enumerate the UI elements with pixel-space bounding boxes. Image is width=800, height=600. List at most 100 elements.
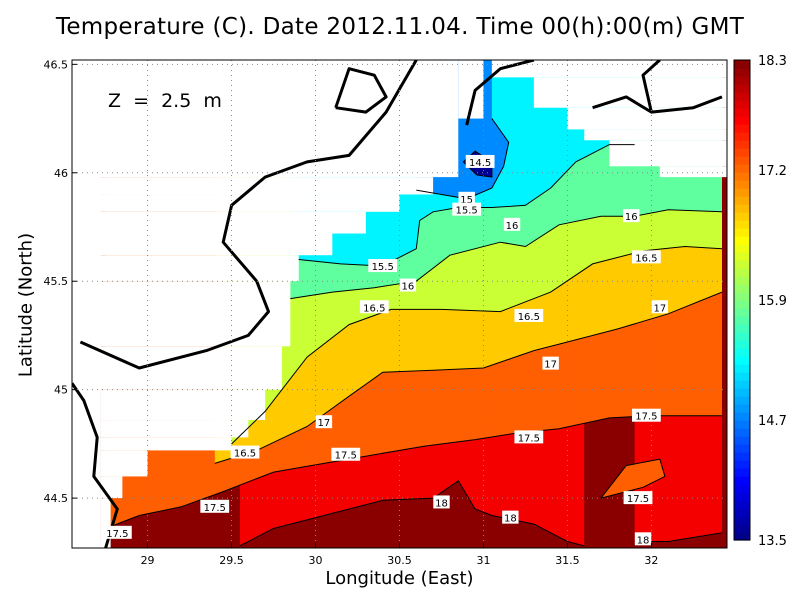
contour-label: 17.5 (635, 412, 657, 423)
colorbar-segment (734, 292, 750, 301)
colorbar-segment (734, 532, 750, 541)
colorbar-segment (734, 452, 750, 461)
coastline-segment (79, 60, 418, 370)
land-cell (491, 60, 727, 78)
colorbar-segment (734, 260, 750, 269)
grid-lines (72, 60, 727, 548)
colorbar-segment (734, 284, 750, 293)
colorbar-segment (734, 132, 750, 141)
colorbar-segment (734, 148, 750, 157)
colorbar-segment (734, 468, 750, 477)
colorbar-segment (734, 220, 750, 229)
contour-label-box (452, 202, 482, 216)
colorbar-frame (733, 59, 751, 541)
contour-line (231, 245, 723, 445)
land-cell (72, 211, 366, 234)
colorbar-segment (734, 268, 750, 277)
contour-labels: 14.51515.515.516161616.516.516.517171717… (102, 154, 669, 546)
contour-label: 17.5 (204, 503, 226, 514)
land-cell (100, 420, 249, 438)
contour-label: 16.5 (363, 303, 385, 314)
contour-label: 18 (504, 514, 517, 525)
colorbar-segment (734, 380, 750, 389)
colorbar-segment (734, 508, 750, 517)
colorbar-segment (734, 436, 750, 445)
colorbar-segment (734, 180, 750, 189)
colorbar-segment (734, 204, 750, 213)
contour-label: 16.5 (635, 253, 657, 264)
contour-line (600, 458, 666, 499)
colorbar-segment (734, 348, 750, 357)
colorbar-segment (734, 420, 750, 429)
x-tick-label: 29.5 (219, 554, 244, 567)
colorbar-segment (734, 484, 750, 493)
colorbar-segment (734, 372, 750, 381)
x-tick-label: 30.5 (387, 554, 412, 567)
contour-line (105, 415, 722, 529)
colorbar-segment (734, 324, 750, 333)
land-cell (100, 389, 266, 421)
contour-label-box (102, 525, 132, 539)
colorbar-segment (734, 108, 750, 117)
y-tick-label: 46 (54, 167, 68, 180)
x-tick-label: 32 (644, 554, 658, 567)
land-cell (100, 476, 123, 499)
colorbar-segment (734, 92, 750, 101)
contour-label-box (631, 408, 661, 422)
colorbar-segment (734, 308, 750, 317)
contour-line (239, 480, 585, 547)
colorbar-segment (734, 404, 750, 413)
contour-label-box (623, 491, 653, 505)
colorbar-tick-label: 18.3 (758, 54, 787, 69)
contour-label: 17.5 (627, 494, 649, 505)
contour-label-box (200, 499, 230, 513)
colorbar-tick-label: 15.9 (758, 294, 787, 309)
contour-label-box (331, 447, 361, 461)
colorbar-segment (734, 164, 750, 173)
colorbar-segment (734, 316, 750, 325)
contour-label-box (651, 300, 669, 314)
contour-label: 17 (544, 360, 557, 371)
coastline-segment (592, 60, 661, 114)
colorbar-segment (734, 276, 750, 285)
colorbar-segment (734, 340, 750, 349)
x-tick-label: 30 (309, 554, 323, 567)
land-cell (100, 450, 148, 477)
coastline-segment (72, 382, 119, 548)
x-tick-label: 29 (141, 554, 155, 567)
colorbar-segment (734, 428, 750, 437)
contour-label-box (623, 209, 640, 223)
y-tick-label: 45 (54, 384, 68, 397)
contour-label: 16 (506, 221, 519, 232)
colorbar-segment (734, 124, 750, 133)
contour-label: 18 (435, 498, 448, 509)
land-cell (533, 77, 727, 108)
colorbar-tick-label: 14.7 (758, 414, 787, 429)
colorbar-segment (734, 188, 750, 197)
chart-title: Temperature (C). Date 2012.11.04. Time 0… (55, 14, 745, 40)
coastline-segment (651, 95, 723, 114)
colorbar-segment (734, 236, 750, 245)
colorbar-segment (734, 412, 750, 421)
x-tick-label: 31 (476, 554, 490, 567)
colorbar-segment (734, 100, 750, 109)
land-cell (584, 129, 727, 141)
land-cell (72, 281, 291, 347)
contour-label-box (514, 430, 544, 444)
contour-label: 17.5 (518, 433, 540, 444)
colorbar-segment (734, 116, 750, 125)
colorbar-segment (734, 140, 750, 149)
colorbar-segment (734, 84, 750, 93)
contour-label-box (315, 415, 333, 429)
contour-label: 17 (318, 418, 331, 429)
contour-label: 16 (402, 282, 415, 293)
colorbar-segment (734, 76, 750, 85)
colorbar-segment (734, 244, 750, 253)
coastline-segment (334, 67, 388, 114)
contour-label: 16.5 (518, 312, 540, 323)
contour-label: 15.5 (456, 206, 478, 217)
contour-label-box (368, 259, 398, 273)
contour-label-box (631, 250, 661, 264)
contour-label: 14.5 (469, 158, 491, 169)
contour-label-box (399, 278, 417, 292)
